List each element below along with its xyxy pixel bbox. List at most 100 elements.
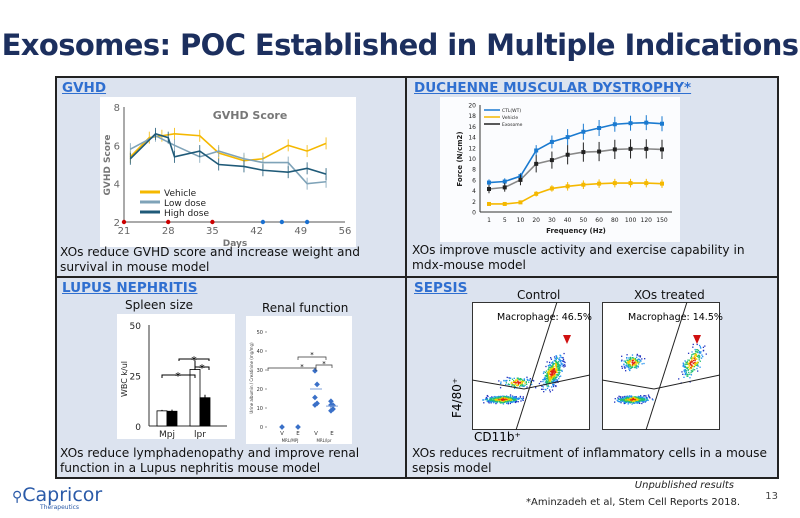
event-dot	[629, 369, 631, 372]
x-tick-label: 120	[641, 217, 653, 224]
event-dot	[551, 369, 553, 371]
event-dot	[555, 356, 558, 359]
series-line	[489, 182, 663, 205]
event-dot	[686, 361, 688, 364]
y-axis-label: Force (N/cm2)	[456, 131, 464, 186]
event-dot	[556, 373, 559, 376]
event-dot	[489, 397, 491, 399]
event-dot	[545, 381, 548, 384]
y-tick-label: 2	[114, 218, 120, 229]
event-dot	[699, 352, 702, 354]
event-dot	[690, 366, 693, 368]
event-dot	[626, 359, 628, 361]
event-dot	[511, 400, 513, 402]
x-tick-label: E	[330, 431, 334, 437]
event-dot	[549, 368, 552, 371]
event-dot	[489, 399, 491, 402]
event-dot	[546, 387, 549, 389]
event-dot	[529, 378, 532, 380]
significance-star: *	[175, 370, 181, 383]
event-dot	[555, 369, 557, 372]
event-dot	[693, 369, 696, 371]
control-label: Control	[517, 288, 561, 302]
event-dot	[686, 375, 688, 377]
event-dot	[509, 377, 511, 380]
event-dot	[507, 383, 510, 385]
event-dot	[694, 361, 696, 364]
event-dot	[682, 363, 685, 365]
gvhd-caption: XOs reduce GVHD score and increase weigh…	[60, 245, 360, 274]
y-tick-label: 40	[257, 349, 263, 355]
event-dot	[623, 398, 625, 400]
event-dot	[630, 366, 633, 369]
event-dot	[691, 360, 693, 362]
event-dot	[641, 397, 644, 400]
event-dot	[507, 398, 509, 400]
event-dot	[628, 358, 631, 361]
event-dot	[625, 400, 627, 403]
event-dot	[645, 397, 647, 400]
event-dot	[498, 399, 500, 401]
event-dot	[546, 381, 549, 383]
event-dot	[508, 400, 510, 402]
event-dot	[515, 380, 517, 382]
event-dot	[624, 367, 626, 369]
event-dot	[553, 363, 556, 365]
event-dot	[685, 369, 687, 371]
x-tick-label: 56	[339, 226, 352, 237]
x-axis-label: Frequency (Hz)	[546, 227, 606, 235]
event-dot	[558, 370, 560, 372]
data-point	[581, 129, 586, 134]
event-dot	[516, 397, 518, 400]
event-dot	[521, 385, 523, 387]
event-dot	[518, 397, 520, 399]
event-dot	[559, 356, 561, 359]
event-dot	[514, 381, 516, 383]
event-dot	[635, 363, 638, 365]
event-dot	[509, 379, 511, 382]
event-dot	[622, 397, 624, 399]
event-dot	[544, 375, 547, 377]
data-point	[549, 186, 554, 191]
event-dot	[519, 377, 521, 380]
event-dot	[617, 398, 620, 400]
event-dot	[509, 377, 512, 379]
event-dot	[692, 368, 694, 370]
event-dot	[549, 373, 551, 375]
event-dot	[691, 351, 693, 353]
event-dot	[555, 362, 557, 365]
event-dot	[514, 399, 516, 401]
y-tick-label: 4	[114, 180, 120, 191]
event-dot	[517, 380, 519, 382]
event-dot	[558, 364, 561, 366]
event-dot	[507, 400, 509, 403]
event-dot	[698, 350, 700, 353]
event-dot	[697, 365, 699, 367]
event-dot	[627, 398, 629, 401]
data-point	[628, 146, 633, 151]
event-dot	[700, 351, 702, 353]
x-tick-label: 10	[517, 217, 525, 224]
event-dot	[641, 358, 643, 360]
event-dot	[690, 355, 693, 358]
event-dot	[686, 362, 689, 364]
event-dot	[689, 368, 691, 370]
event-dot	[624, 402, 626, 404]
event-dot	[499, 402, 502, 404]
event-dot	[627, 360, 629, 363]
event-dot	[512, 397, 515, 399]
event-dot	[560, 355, 562, 357]
event-dot	[627, 397, 630, 399]
event-dot	[697, 354, 699, 357]
event-dot	[616, 399, 618, 401]
event-dot	[699, 346, 702, 348]
event-dot	[631, 360, 633, 362]
event-dot	[523, 378, 526, 380]
event-dot	[647, 399, 649, 401]
event-dot	[550, 376, 552, 378]
capricor-logo: ⚲Capricor	[12, 484, 103, 506]
event-dot	[559, 361, 562, 363]
event-dot	[561, 370, 563, 372]
dose-marker	[166, 219, 171, 225]
event-dot	[503, 380, 505, 382]
